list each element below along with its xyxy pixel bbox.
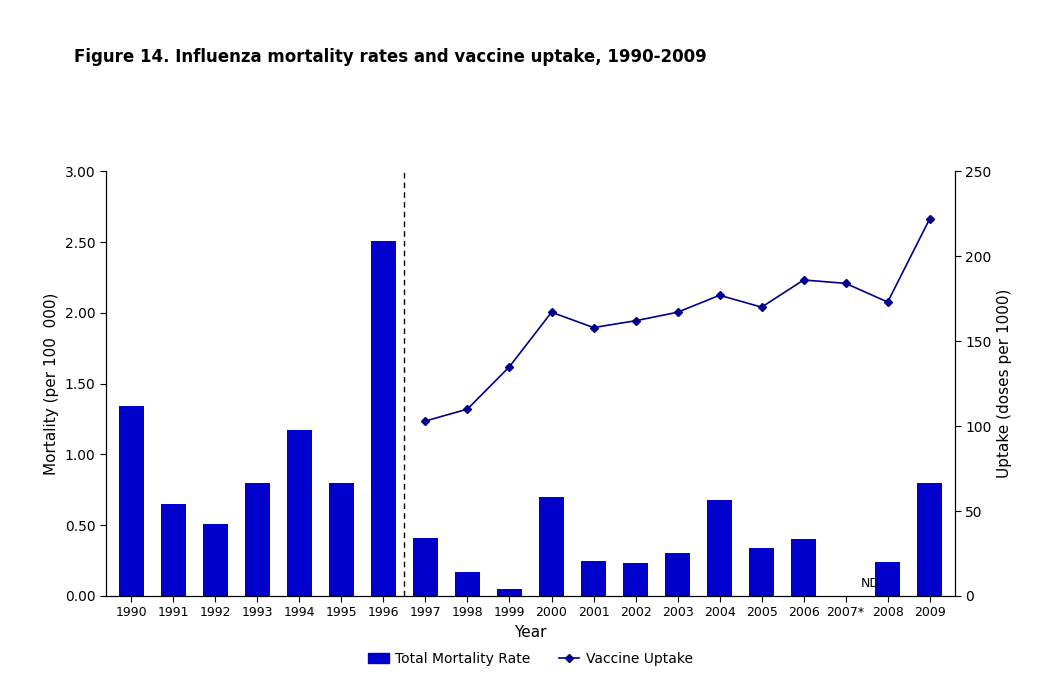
Bar	[581, 560, 606, 596]
Text: Figure 14. Influenza mortality rates and vaccine uptake, 1990-2009: Figure 14. Influenza mortality rates and…	[74, 48, 707, 66]
Y-axis label: Mortality (per 100  000): Mortality (per 100 000)	[45, 292, 59, 475]
Bar	[160, 504, 186, 596]
Bar	[119, 406, 144, 596]
Bar	[623, 563, 648, 596]
Bar	[792, 539, 816, 596]
Bar	[539, 497, 564, 596]
Text: ND: ND	[860, 577, 880, 590]
Bar	[286, 430, 312, 596]
X-axis label: Year: Year	[515, 625, 546, 640]
Bar	[329, 483, 354, 596]
Bar	[497, 589, 522, 596]
Bar	[203, 524, 228, 596]
Bar	[455, 572, 480, 596]
Legend: Total Mortality Rate, Vaccine Uptake: Total Mortality Rate, Vaccine Uptake	[362, 646, 699, 671]
Bar	[665, 553, 690, 596]
Bar	[245, 483, 269, 596]
Y-axis label: Uptake (doses per 1000): Uptake (doses per 1000)	[997, 289, 1012, 478]
Bar	[749, 548, 775, 596]
Bar	[413, 538, 438, 596]
Bar	[707, 499, 732, 596]
Bar	[371, 240, 396, 596]
Bar	[875, 562, 901, 596]
Bar	[917, 483, 942, 596]
